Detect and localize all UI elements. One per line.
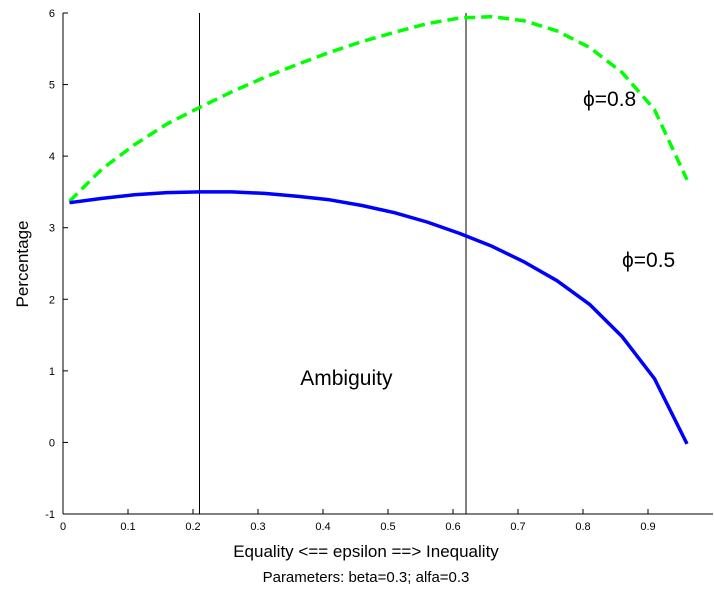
x-tick-label: 0.4 xyxy=(315,521,330,533)
annotation-label: Ambiguity xyxy=(300,367,393,390)
y-tick-label: 1 xyxy=(49,366,55,378)
vertical-reference-lines xyxy=(199,13,467,514)
series-layer xyxy=(68,14,689,445)
y-tick-label: 6 xyxy=(49,8,55,20)
x-tick-label: 0.8 xyxy=(575,521,590,533)
x-tick-label: 0.1 xyxy=(120,521,135,533)
y-tick-label: 2 xyxy=(49,294,55,306)
x-tick-label: 0.2 xyxy=(185,521,200,533)
y-tick-label: -1 xyxy=(45,509,55,521)
annotations: ϕ=0.8 ϕ=0.5 Ambiguity xyxy=(300,88,675,390)
y-tick-label: 4 xyxy=(49,151,55,163)
y-axis-label: Percentage xyxy=(13,221,32,308)
x-tick-label: 0.9 xyxy=(640,521,655,533)
y-tick-label: 0 xyxy=(49,437,55,449)
series-line-1 xyxy=(69,190,689,445)
y-tick-label: 5 xyxy=(49,80,55,92)
axis-ticks: 0 0.1 0.2 0.3 0.4 0.5 0.6 0.7 0.8 0.9 -1 0 1 2 3 4 5 6 xyxy=(45,8,655,533)
annotation-label: ϕ=0.8 xyxy=(583,88,636,111)
y-tick-label: 3 xyxy=(49,223,55,235)
x-axis-label: Equality <== epsilon ==> Inequality xyxy=(233,542,499,561)
x-tick-label: 0.3 xyxy=(250,521,265,533)
parameters-note: Parameters: beta=0.3; alfa=0.3 xyxy=(263,569,470,586)
x-tick-label: 0.6 xyxy=(445,521,460,533)
series-line-0 xyxy=(68,14,689,203)
annotation-label: ϕ=0.5 xyxy=(622,249,675,272)
x-tick-label: 0.7 xyxy=(510,521,525,533)
x-tick-label: 0 xyxy=(60,521,66,533)
x-tick-label: 0.5 xyxy=(380,521,395,533)
